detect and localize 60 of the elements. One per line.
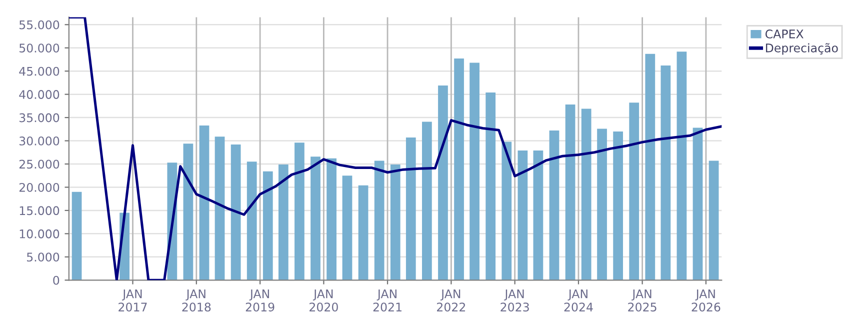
y-tick-label: 50.000: [20, 44, 60, 53]
y-tick-label: 25.000: [19, 160, 60, 169]
x-tick-label: JAN 2024: [564, 290, 593, 312]
bar: [502, 142, 512, 280]
x-tick-label: JAN 2019: [246, 290, 274, 312]
x-tick-label: JAN 2018: [182, 290, 211, 312]
y-tick-label: 15.000: [20, 206, 60, 216]
bar: [454, 58, 464, 280]
bar: [72, 192, 82, 280]
bar: [518, 150, 528, 280]
bar: [470, 62, 480, 280]
bar: [406, 138, 416, 280]
bar: [438, 86, 448, 280]
bar: [358, 185, 368, 280]
y-tick-label: 10.000: [20, 229, 60, 238]
x-tick-label: JAN 2026: [692, 290, 720, 312]
bar: [278, 164, 288, 280]
y-tick-label: 40.000: [19, 90, 60, 99]
bar: [214, 136, 225, 280]
x-tick-label: JAN 2017: [118, 290, 147, 312]
y-tick-label: 20.000: [19, 182, 60, 192]
bar: [581, 108, 592, 280]
bar: [533, 150, 544, 280]
y-tick-label: 0: [53, 276, 60, 285]
bar: [645, 54, 656, 280]
line-series: [68, 17, 722, 280]
legend-label: Depreciação: [766, 43, 838, 55]
bar: [597, 128, 607, 280]
bar: [676, 52, 687, 280]
x-tick-label: JAN 2020: [310, 290, 338, 312]
bar: [422, 122, 432, 280]
bar: [342, 176, 352, 280]
bar: [390, 164, 400, 280]
bar: [199, 125, 210, 280]
bar: [262, 171, 273, 280]
bar: [629, 102, 640, 280]
x-tick-label: JAN 2022: [437, 290, 466, 312]
y-tick-label: 5.000: [27, 252, 60, 262]
bar: [183, 144, 194, 280]
bar: [310, 156, 320, 280]
bar: [246, 162, 257, 280]
bar: [692, 128, 703, 280]
y-tick-label: 55.000: [20, 20, 60, 30]
x-tick-label: JAN 2021: [373, 290, 402, 312]
bar: [374, 160, 384, 280]
y-tick-label: 45.000: [19, 66, 60, 76]
bar: [613, 131, 623, 280]
x-tick-label: JAN 2025: [628, 290, 656, 312]
bar: [549, 130, 560, 280]
y-tick-label: 35.000: [19, 113, 60, 122]
bar: [326, 158, 336, 280]
bar: [660, 66, 671, 280]
bar: [486, 92, 496, 280]
y-tick-label: 30.000: [19, 136, 60, 146]
bar: [294, 142, 304, 280]
legend-label: CAPEX: [766, 29, 804, 38]
bar: [708, 160, 719, 280]
bar: [565, 104, 576, 280]
x-tick-label: JAN 2023: [500, 290, 529, 312]
bar: [230, 144, 241, 280]
